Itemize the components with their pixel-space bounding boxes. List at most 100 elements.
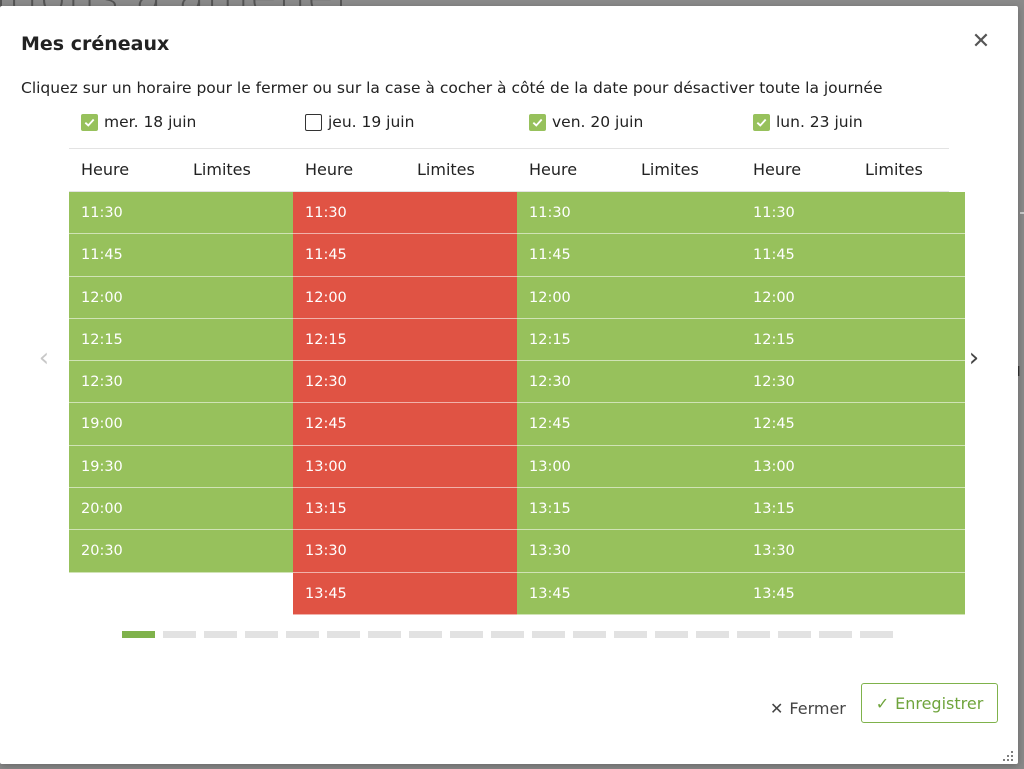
pager-dot[interactable] (368, 631, 401, 638)
time-slot[interactable]: 13:45 (293, 572, 517, 615)
time-slot[interactable]: 12:15 (517, 318, 741, 362)
time-slot[interactable]: 13:45 (517, 572, 741, 615)
close-button[interactable]: ✕ Fermer (770, 690, 846, 726)
time-slot[interactable]: 12:00 (293, 276, 517, 319)
close-icon[interactable]: ✕ (971, 29, 991, 54)
pager-dot[interactable] (327, 631, 360, 638)
close-icon: ✕ (770, 698, 784, 718)
pager-dot[interactable] (696, 631, 729, 638)
day-header-row: mer. 18 juin jeu. 19 juin ven. 20 juin lun.… (69, 110, 949, 142)
time-slot[interactable]: 13:15 (741, 488, 965, 531)
resize-grip-icon[interactable] (1002, 750, 1014, 762)
day-toggle[interactable]: mer. 18 juin (81, 110, 196, 134)
pager-dot[interactable] (532, 631, 565, 638)
time-slot[interactable]: 12:15 (69, 318, 293, 362)
column-header-limits: Limites (641, 160, 699, 179)
time-slot[interactable]: 11:30 (517, 192, 741, 235)
time-slot[interactable]: 13:15 (517, 488, 741, 531)
time-slot[interactable]: 19:30 (69, 445, 293, 489)
pager-dot[interactable] (122, 631, 155, 638)
time-slot[interactable]: 13:30 (293, 530, 517, 573)
time-slot[interactable]: 12:30 (741, 361, 965, 404)
column-header-row: Heure Limites Heure Limites Heure Limites Heur… (69, 148, 949, 192)
column-header-hour: Heure (305, 160, 354, 179)
time-slot[interactable]: 13:45 (741, 572, 965, 615)
time-slot[interactable]: 13:30 (741, 530, 965, 573)
time-slot[interactable]: 12:15 (741, 318, 965, 362)
time-slot[interactable]: 19:00 (69, 403, 293, 446)
day-toggle[interactable]: ven. 20 juin (529, 110, 643, 134)
pager-dot[interactable] (573, 631, 606, 638)
time-slot[interactable]: 12:00 (517, 276, 741, 319)
time-slot[interactable]: 13:00 (293, 445, 517, 489)
time-slot[interactable]: 12:45 (517, 403, 741, 446)
close-button-label: Fermer (789, 698, 846, 718)
day-checkbox[interactable] (529, 113, 546, 131)
time-slot[interactable]: 12:45 (293, 403, 517, 446)
time-slot[interactable]: 12:30 (69, 361, 293, 404)
column-header-hour: Heure (81, 160, 130, 179)
background-text: ı (1016, 360, 1022, 381)
time-slot[interactable]: 11:30 (293, 192, 517, 235)
time-slot[interactable]: 13:15 (293, 488, 517, 531)
pager-dot[interactable] (491, 631, 524, 638)
pager-dot[interactable] (819, 631, 852, 638)
day-label: lun. 23 juin (776, 113, 863, 131)
time-slot[interactable]: 12:15 (293, 318, 517, 362)
column-header-limits: Limites (865, 160, 923, 179)
day-slots-column: 11:30 11:45 12:00 12:15 12:30 19:00 19:30 20:00… (69, 192, 293, 573)
pager-dot[interactable] (778, 631, 811, 638)
day-slots-column: 11:30 11:45 12:00 12:15 12:30 12:45 13:00 13:15… (741, 192, 965, 615)
time-slot[interactable]: 12:30 (293, 361, 517, 404)
time-slot[interactable]: 11:45 (69, 234, 293, 277)
pager-dot[interactable] (737, 631, 770, 638)
time-slot[interactable]: 12:00 (741, 276, 965, 319)
column-header-hour: Heure (753, 160, 802, 179)
pager (122, 631, 893, 638)
time-slot[interactable]: 13:30 (517, 530, 741, 573)
pager-dot[interactable] (450, 631, 483, 638)
time-slot[interactable]: 12:00 (69, 276, 293, 319)
pager-dot[interactable] (614, 631, 647, 638)
instructions-text: Cliquez sur un horaire pour le fermer ou… (21, 79, 883, 97)
slots-grid: 11:30 11:45 12:00 12:15 12:30 19:00 19:30 20:00… (69, 192, 965, 615)
pager-dot[interactable] (286, 631, 319, 638)
day-slots-column: 11:30 11:45 12:00 12:15 12:30 12:45 13:00 13:15… (517, 192, 741, 615)
pager-dot[interactable] (860, 631, 893, 638)
time-slot[interactable]: 11:30 (69, 192, 293, 235)
time-slot[interactable]: 13:00 (741, 445, 965, 489)
day-label: mer. 18 juin (104, 113, 197, 131)
save-button-label: Enregistrer (895, 693, 984, 713)
day-checkbox[interactable] (753, 113, 770, 131)
column-header-limits: Limites (417, 160, 475, 179)
time-slot[interactable]: 20:30 (69, 530, 293, 573)
pager-dot[interactable] (245, 631, 278, 638)
day-checkbox[interactable] (305, 113, 322, 131)
time-slot[interactable]: 11:30 (741, 192, 965, 235)
check-icon: ✓ (875, 693, 890, 713)
time-slot[interactable]: 11:45 (293, 234, 517, 277)
day-toggle[interactable]: lun. 23 juin (753, 110, 863, 134)
column-header-limits: Limites (193, 160, 251, 179)
pager-dot[interactable] (163, 631, 196, 638)
chevron-right-icon[interactable]: › (968, 343, 980, 373)
day-label: ven. 20 juin (552, 113, 644, 131)
time-slot[interactable]: 12:30 (517, 361, 741, 404)
column-header-hour: Heure (529, 160, 578, 179)
time-slot[interactable]: 11:45 (517, 234, 741, 277)
background-divider (1020, 212, 1024, 214)
pager-dot[interactable] (204, 631, 237, 638)
time-slot[interactable]: 12:45 (741, 403, 965, 446)
time-slot[interactable]: 13:00 (517, 445, 741, 489)
save-button[interactable]: ✓ Enregistrer (861, 683, 998, 723)
day-toggle[interactable]: jeu. 19 juin (305, 110, 414, 134)
pager-dot[interactable] (655, 631, 688, 638)
pager-dot[interactable] (409, 631, 442, 638)
day-checkbox[interactable] (81, 113, 98, 131)
modal-title: Mes créneaux (21, 33, 170, 55)
chevron-left-icon[interactable]: ‹ (38, 343, 50, 373)
slots-modal: Mes créneaux ✕ Cliquez sur un horaire po… (0, 6, 1018, 764)
time-slot[interactable]: 20:00 (69, 488, 293, 531)
time-slot[interactable]: 11:45 (741, 234, 965, 277)
day-label: jeu. 19 juin (328, 113, 415, 131)
